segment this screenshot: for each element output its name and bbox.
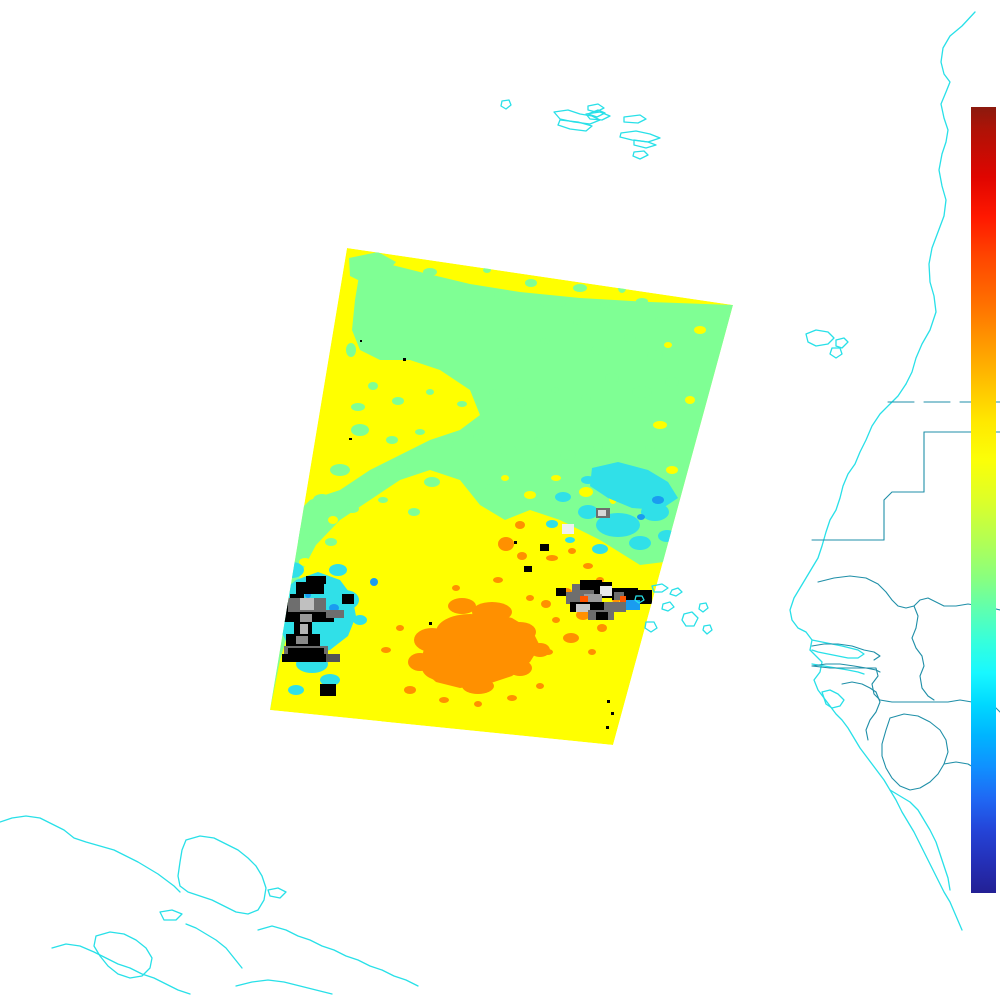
island-cape-verde-1 bbox=[651, 583, 669, 593]
coastline-south-america bbox=[235, 979, 333, 995]
island-azores-3 bbox=[557, 119, 593, 132]
coastline-gambia-river bbox=[811, 663, 865, 675]
island-canary-3 bbox=[829, 347, 843, 359]
island-cape-verde-5 bbox=[698, 602, 709, 613]
island-azores-4 bbox=[585, 111, 611, 121]
border-gambia-north bbox=[811, 643, 881, 661]
coastline-hispaniola bbox=[177, 835, 267, 915]
coastline-western-sahara bbox=[789, 383, 907, 651]
border-guinea bbox=[881, 713, 949, 791]
island-cape-verde-8 bbox=[634, 595, 645, 604]
island-cape-verde-7 bbox=[644, 621, 658, 633]
island-azores-7 bbox=[623, 114, 647, 124]
island-azores-10 bbox=[632, 150, 649, 160]
border-senegal-east bbox=[911, 605, 935, 701]
coastline-senegal-estuary bbox=[811, 639, 865, 659]
coastline-senegal-guinea bbox=[809, 649, 963, 931]
border-mauritania-step bbox=[883, 491, 925, 541]
swath-green-speckles bbox=[290, 267, 679, 546]
coastline-bahamas bbox=[257, 925, 419, 987]
island-azores-1 bbox=[500, 99, 512, 110]
coastline-honduras bbox=[93, 931, 153, 979]
coastline-yucatan bbox=[51, 943, 191, 995]
coastline-puerto-rico bbox=[267, 887, 287, 899]
border-mali-south bbox=[995, 707, 1000, 713]
data-swath bbox=[270, 248, 733, 745]
island-canary-2 bbox=[835, 337, 849, 349]
island-cape-verde-3 bbox=[661, 601, 675, 612]
island-azores-6 bbox=[587, 103, 605, 113]
swath-green-region bbox=[270, 262, 733, 710]
coastline-jamaica bbox=[159, 909, 183, 921]
border-guinea-bissau-south bbox=[841, 681, 877, 693]
swath-masked-right-cluster bbox=[524, 508, 652, 620]
island-canary-1 bbox=[805, 329, 835, 347]
island-cape-verde-2 bbox=[669, 587, 683, 597]
border-senegal-north bbox=[817, 575, 945, 609]
coastline-morocco bbox=[905, 11, 976, 385]
island-azores-9 bbox=[633, 139, 657, 149]
coastlines-layer bbox=[0, 11, 976, 995]
island-cape-verde-4 bbox=[681, 611, 699, 627]
swath-green-wedge-topleft bbox=[349, 252, 396, 282]
coastline-sierra-leone bbox=[889, 789, 951, 891]
island-cape-verde-6 bbox=[702, 624, 713, 635]
swath-masked-specks bbox=[349, 340, 614, 729]
coastline-cuba bbox=[0, 815, 181, 893]
island-azores-8 bbox=[619, 130, 661, 143]
borders-layer bbox=[811, 401, 1000, 791]
border-guinea-bissau-east bbox=[865, 691, 881, 741]
coastline-lesser-antilles bbox=[185, 923, 243, 969]
border-guinea-bissau-north bbox=[811, 665, 997, 709]
value-colorbar[interactable] bbox=[971, 107, 996, 893]
swath-orange-plume bbox=[408, 598, 550, 694]
coastline-bijagos bbox=[821, 689, 845, 709]
